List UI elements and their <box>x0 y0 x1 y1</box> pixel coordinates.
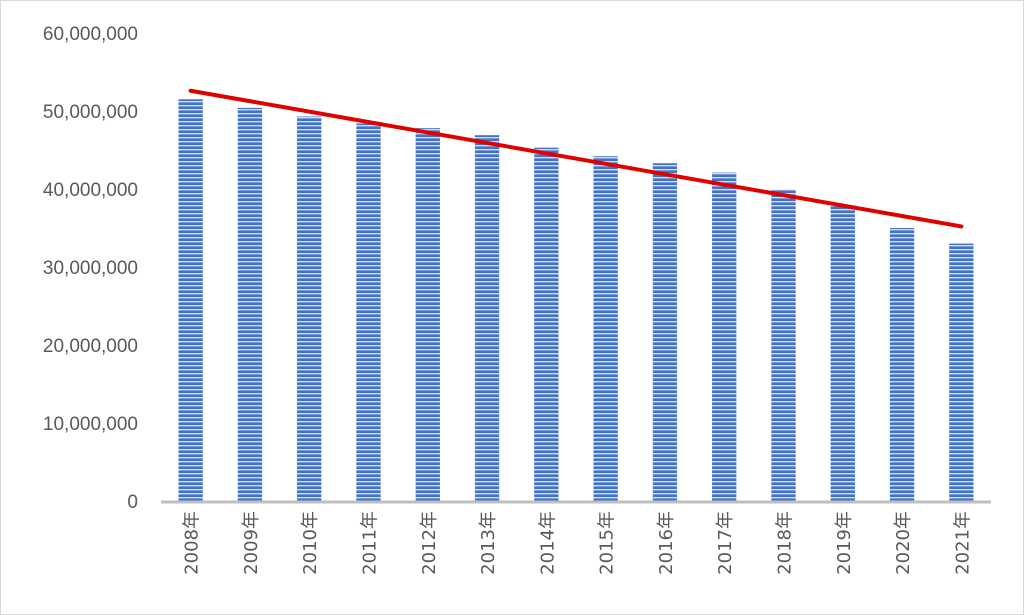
x-tick-label: 2008年 <box>182 511 203 575</box>
x-tick-label: 2013年 <box>478 511 499 575</box>
bar-2013年 <box>474 135 500 501</box>
bar-2008年 <box>178 99 203 502</box>
x-tick-label: 2015年 <box>597 511 618 575</box>
bar-2016年 <box>652 163 678 501</box>
y-axis-ticks: 0 10,000,000 20,000,000 30,000,000 40,000,00… <box>43 24 138 513</box>
x-tick-label: 2016年 <box>656 511 677 575</box>
x-axis-ticks: 2008年 2009年 2010年 2011年 2012年 2013年 2014年 2015年… <box>182 511 974 575</box>
y-tick-label: 10,000,000 <box>43 414 138 435</box>
x-tick-label: 2012年 <box>419 511 440 575</box>
bar-2014年 <box>534 147 559 501</box>
y-tick-label: 60,000,000 <box>43 24 138 45</box>
x-tick-label: 2019年 <box>834 511 855 575</box>
bar-2018年 <box>771 189 796 501</box>
y-tick-label: 30,000,000 <box>43 258 138 279</box>
bar-2012年 <box>415 128 440 501</box>
y-tick-label: 0 <box>127 492 138 513</box>
x-tick-label: 2017年 <box>715 511 736 575</box>
x-tick-label: 2014年 <box>537 511 558 575</box>
x-tick-label: 2020年 <box>893 511 914 575</box>
y-tick-label: 20,000,000 <box>43 336 138 357</box>
x-tick-label: 2021年 <box>952 511 973 575</box>
x-tick-label: 2018年 <box>775 511 796 575</box>
bar-2015年 <box>593 156 618 502</box>
bar-2019年 <box>830 206 855 501</box>
trendline <box>188 88 964 229</box>
x-tick-label: 2011年 <box>360 511 381 575</box>
bars-group <box>178 99 974 502</box>
y-tick-label: 40,000,000 <box>43 180 138 201</box>
bar-2020年 <box>889 228 915 501</box>
bar-2010年 <box>297 116 322 502</box>
x-tick-label: 2010年 <box>300 511 321 575</box>
y-tick-label: 50,000,000 <box>43 102 138 123</box>
bar-2021年 <box>949 243 974 501</box>
bar-2017年 <box>712 172 737 501</box>
bar-2011年 <box>356 123 381 501</box>
bar-2009年 <box>237 107 263 501</box>
x-tick-label: 2009年 <box>241 511 262 575</box>
